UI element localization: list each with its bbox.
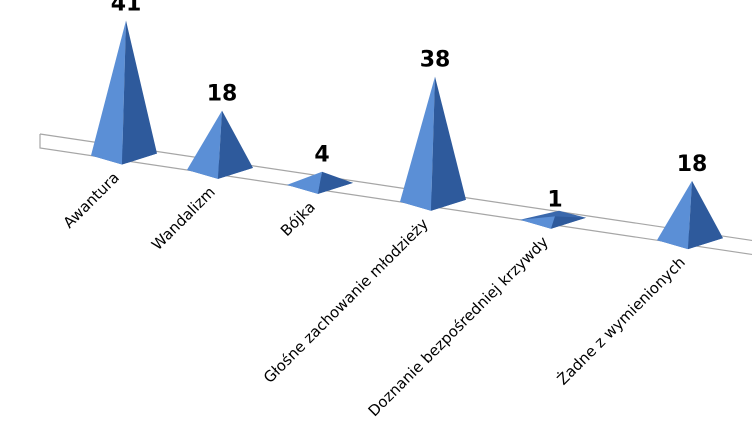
pyramid-right-face: [122, 20, 157, 165]
pyramid-right-face: [688, 180, 723, 250]
pyramid-left-face: [400, 76, 435, 211]
data-label: 18: [207, 82, 238, 107]
pyramid-4: [400, 76, 466, 211]
pyramid-right-face: [431, 76, 466, 211]
category-label: Bójka: [277, 198, 319, 240]
pyramid-right-face: [551, 216, 586, 229]
chart-floor: [39, 133, 752, 256]
category-label: Wandalizm: [148, 183, 219, 254]
pyramid-5: [520, 210, 586, 229]
pyramid-left-face: [187, 110, 222, 179]
data-label: 4: [314, 143, 329, 168]
floor-back-edge: [39, 133, 752, 242]
data-label: 1: [547, 187, 562, 212]
pyramid-left-face: [287, 171, 322, 194]
pyramid-2: [187, 110, 253, 179]
data-label: 38: [420, 48, 451, 73]
category-label: Żadne z wymienionych: [553, 253, 689, 389]
chart-marks: 41 Awantura 18 Wandalizm 4 Bójka 38 Głośne zach…: [60, 0, 723, 420]
category-label: Głośne zachowanie młodzieży: [260, 215, 432, 387]
data-label: 18: [677, 152, 708, 177]
pyramid-6: [657, 180, 723, 250]
pyramid-left-face: [520, 216, 555, 229]
pyramid-left-face: [657, 180, 692, 250]
pyramid-right-face: [318, 171, 353, 194]
pyramid-1: [91, 20, 157, 165]
data-label: 41: [111, 0, 142, 17]
floor-front-edge: [39, 134, 752, 256]
pyramid-3: [287, 171, 353, 194]
pyramid-right-face: [218, 110, 253, 179]
pyramid-left-face: [91, 20, 126, 165]
category-label: Awantura: [60, 169, 123, 232]
